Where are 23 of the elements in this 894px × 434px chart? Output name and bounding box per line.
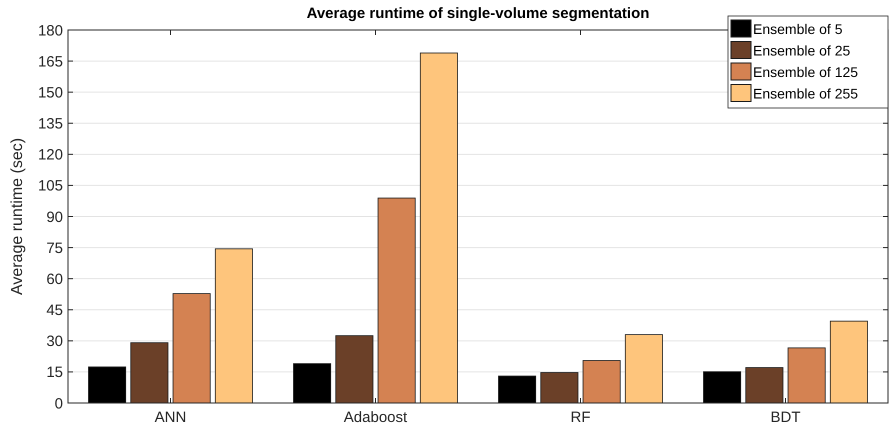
y-tick-label: 165	[38, 53, 63, 70]
legend-label: Ensemble of 125	[753, 64, 858, 80]
x-tick-label: ANN	[154, 409, 186, 426]
y-tick-label: 30	[46, 333, 63, 350]
x-tick-label: Adaboost	[344, 409, 408, 426]
y-tick-label: 120	[38, 146, 63, 164]
y-axis-title: Average runtime (sec)	[9, 138, 26, 296]
y-tick-label: 105	[38, 178, 63, 195]
y-tick-label: 60	[46, 270, 63, 288]
y-tick-label: 15	[46, 364, 63, 382]
legend-label: Ensemble of 25	[753, 42, 850, 58]
y-tick-label: 135	[38, 116, 63, 132]
x-tick-label: BDT	[770, 409, 800, 426]
y-tick-label: 45	[46, 302, 63, 319]
legend-label: Ensemble of 255	[753, 85, 858, 102]
legend-label: Ensemble of 5	[753, 20, 843, 37]
x-tick-label: RF	[570, 409, 590, 426]
y-tick-label: 75	[46, 240, 63, 257]
y-tick-label: 180	[38, 22, 63, 40]
y-tick-label: 0	[54, 395, 63, 412]
chart-title: Average runtime of single-volume segmentation	[306, 5, 650, 22]
y-tick-label: 90	[46, 208, 63, 226]
y-tick-label: 150	[38, 84, 63, 102]
